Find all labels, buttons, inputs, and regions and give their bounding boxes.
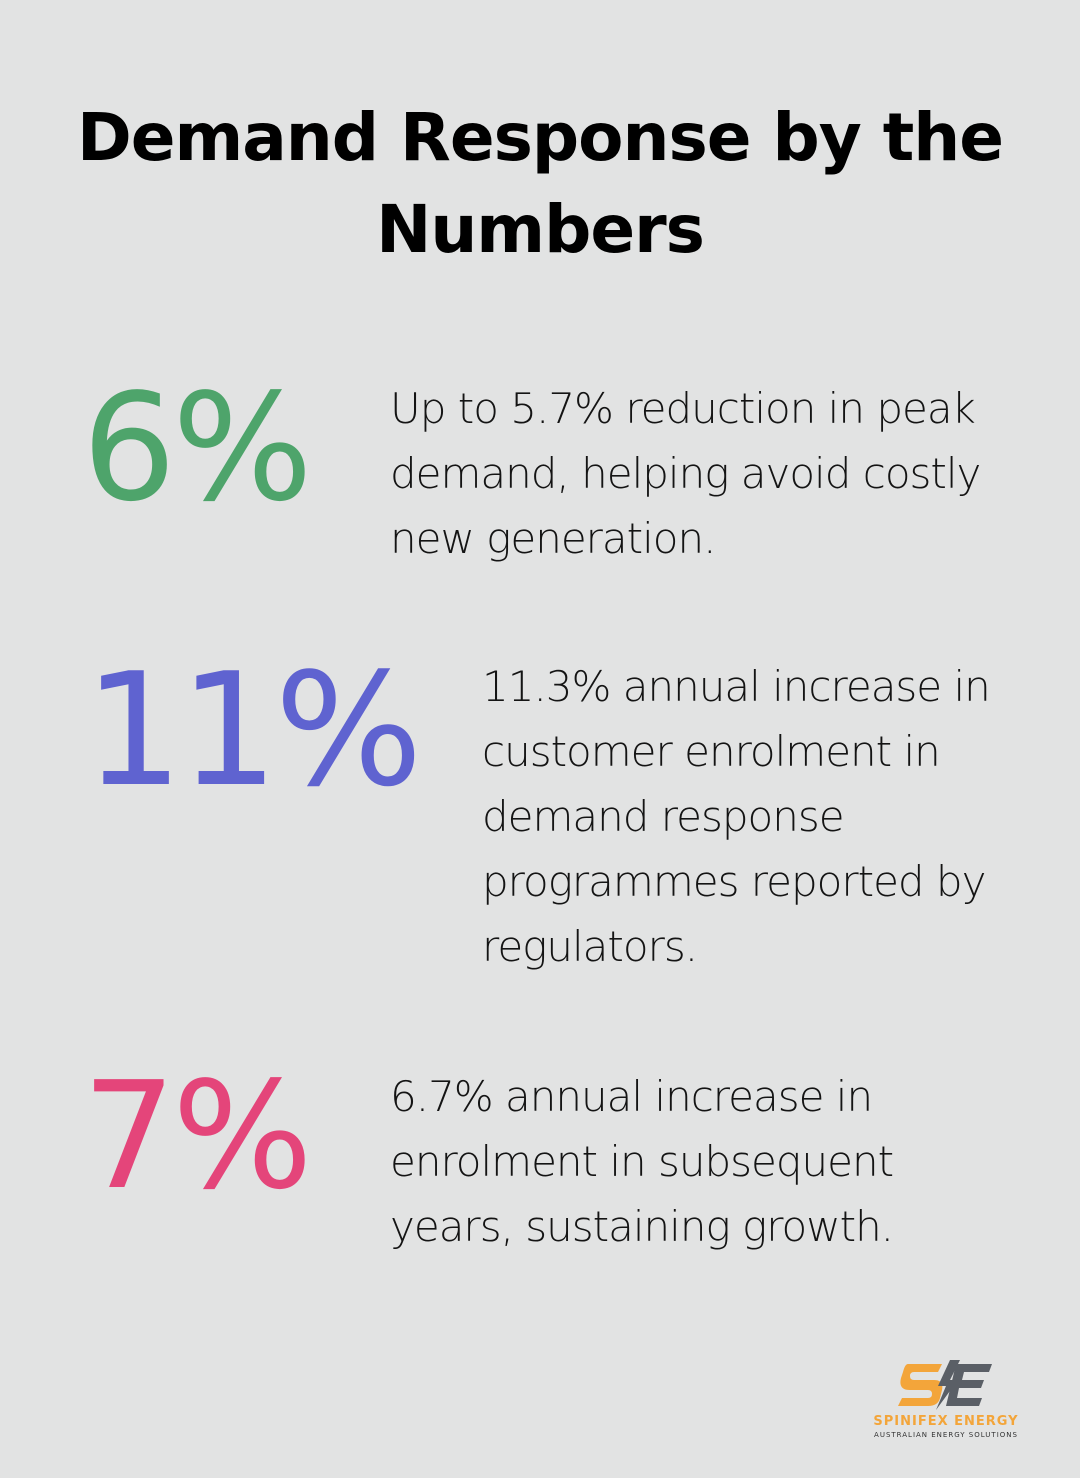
- stat-value: 11%: [84, 639, 423, 821]
- page-title: Demand Response by the Numbers: [76, 99, 1004, 268]
- stat-description: Up to 5.7% reduction in peak demand, hel…: [390, 384, 981, 563]
- brand-name: SPINIFEX ENERGY: [873, 1414, 1019, 1429]
- se-monogram-logo-icon: [898, 1360, 992, 1410]
- stat-value: 7%: [82, 1050, 313, 1222]
- brand-tagline: AUSTRALIAN ENERGY SOLUTIONS: [874, 1431, 1018, 1439]
- stat-description: 6.7% annual increase in enrolment in sub…: [390, 1072, 894, 1251]
- stat-value: 6%: [82, 362, 313, 534]
- stat-description: 11.3% annual increase in customer enrolm…: [482, 662, 991, 971]
- brand-logo: SPINIFEX ENERGY AUSTRALIAN ENERGY SOLUTI…: [846, 1358, 1046, 1442]
